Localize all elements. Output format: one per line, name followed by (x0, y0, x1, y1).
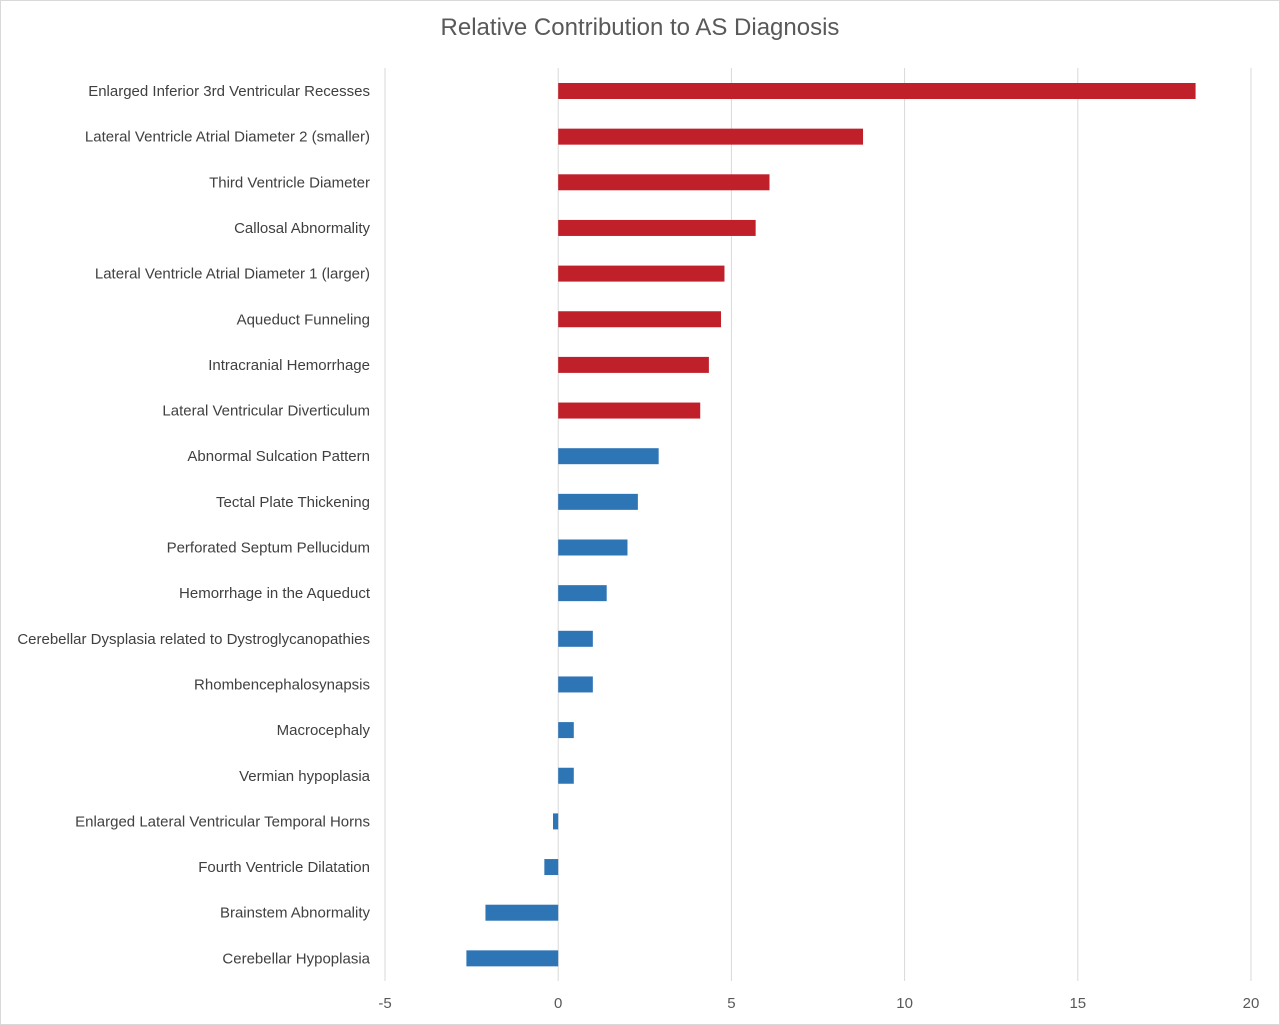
category-label: Aqueduct Funneling (237, 311, 370, 328)
gridlines (384, 68, 1252, 981)
chart-title: Relative Contribution to AS Diagnosis (440, 14, 840, 41)
x-tick-label: -5 (378, 995, 391, 1012)
x-tick-label: 5 (727, 995, 735, 1012)
bar (553, 813, 559, 830)
bar (558, 83, 1196, 99)
category-label: Tectal Plate Thickening (216, 494, 370, 511)
category-label: Abnormal Sulcation Pattern (187, 448, 370, 465)
x-tick-label: 10 (896, 995, 913, 1012)
bar (558, 676, 593, 693)
category-label: Lateral Ventricular Diverticulum (162, 403, 370, 420)
x-tick-label: 0 (554, 995, 562, 1012)
category-label: Fourth Ventricle Dilatation (198, 859, 370, 876)
category-label: Brainstem Abnormality (220, 905, 371, 922)
bar (544, 859, 559, 876)
bar (558, 493, 638, 510)
category-label: Cerebellar Dysplasia related to Dystrogl… (17, 631, 370, 648)
category-label: Vermian hypoplasia (239, 768, 371, 785)
bar (558, 722, 574, 739)
bar (558, 630, 593, 647)
category-label: Perforated Septum Pellucidum (167, 540, 370, 557)
bar (558, 402, 701, 419)
category-label: Enlarged Lateral Ventricular Temporal Ho… (75, 813, 370, 830)
category-label: Lateral Ventricle Atrial Diameter 2 (sma… (85, 129, 370, 146)
category-labels: Enlarged Inferior 3rd Ventricular Recess… (17, 83, 371, 967)
bar (466, 950, 559, 967)
bars (466, 83, 1196, 967)
bar (558, 585, 607, 602)
category-label: Rhombencephalosynapsis (194, 676, 370, 693)
x-tick-label: 20 (1243, 995, 1260, 1012)
category-label: Intracranial Hemorrhage (208, 357, 370, 374)
bar (558, 767, 574, 784)
category-label: Callosal Abnormality (234, 220, 370, 237)
bar (558, 311, 722, 328)
category-label: Lateral Ventricle Atrial Diameter 1 (lar… (95, 266, 370, 283)
x-tick-labels: -5 0 5 10 15 20 (378, 995, 1259, 1012)
bar (558, 356, 709, 373)
category-label: Third Ventricle Diameter (209, 174, 370, 191)
bar (558, 265, 725, 282)
bar (485, 904, 559, 921)
category-label: Enlarged Inferior 3rd Ventricular Recess… (88, 83, 370, 100)
bar (558, 128, 864, 145)
category-label: Cerebellar Hypoplasia (222, 950, 370, 967)
category-label: Macrocephaly (277, 722, 371, 739)
category-label: Hemorrhage in the Aqueduct (179, 585, 371, 602)
x-tick-label: 15 (1069, 995, 1086, 1012)
bar (558, 539, 628, 556)
bar (558, 448, 659, 465)
bar (558, 174, 770, 191)
bar (558, 219, 756, 236)
